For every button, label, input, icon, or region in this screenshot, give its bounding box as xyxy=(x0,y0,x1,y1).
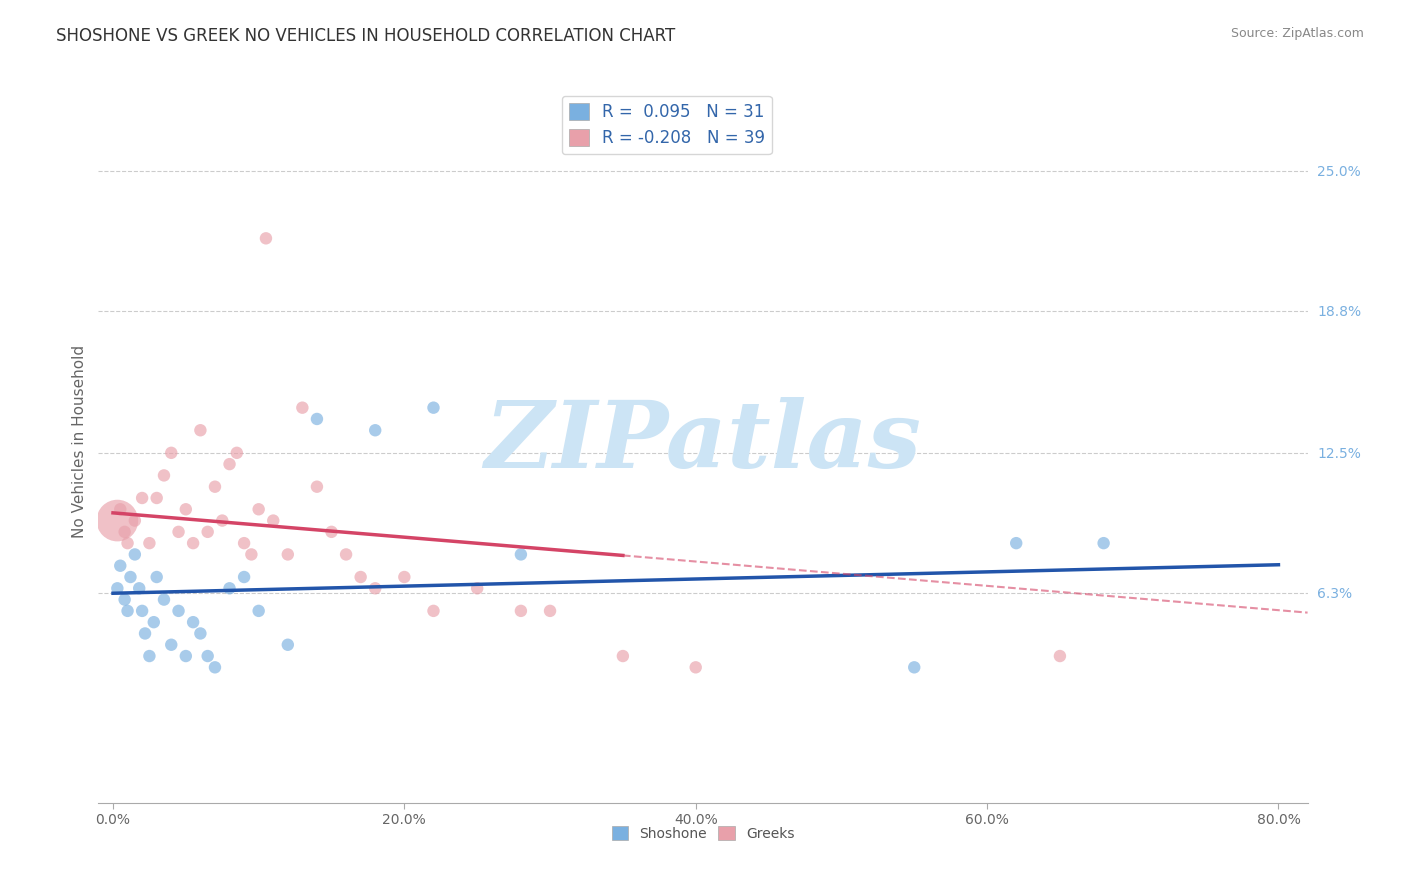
Point xyxy=(364,582,387,596)
Point xyxy=(465,582,488,596)
Point xyxy=(181,536,204,550)
Point xyxy=(321,524,343,539)
Point xyxy=(1092,536,1115,550)
Point xyxy=(131,604,153,618)
Point xyxy=(117,536,139,550)
Point xyxy=(105,582,128,596)
Legend: Shoshone, Greeks: Shoshone, Greeks xyxy=(606,821,800,847)
Point xyxy=(124,514,146,528)
Point xyxy=(197,648,219,663)
Point xyxy=(190,626,212,640)
Point xyxy=(240,548,263,562)
Point xyxy=(138,536,160,550)
Point xyxy=(291,401,314,415)
Point xyxy=(277,548,299,562)
Point xyxy=(114,592,136,607)
Point xyxy=(262,514,284,528)
Point xyxy=(128,582,150,596)
Point xyxy=(218,582,240,596)
Point xyxy=(422,401,444,415)
Point xyxy=(145,491,167,505)
Point xyxy=(153,592,176,607)
Text: Source: ZipAtlas.com: Source: ZipAtlas.com xyxy=(1230,27,1364,40)
Point xyxy=(350,570,373,584)
Point xyxy=(1049,648,1071,663)
Point xyxy=(364,423,387,437)
Point xyxy=(138,648,160,663)
Point xyxy=(422,604,444,618)
Text: SHOSHONE VS GREEK NO VEHICLES IN HOUSEHOLD CORRELATION CHART: SHOSHONE VS GREEK NO VEHICLES IN HOUSEHO… xyxy=(56,27,675,45)
Point xyxy=(167,604,190,618)
Point xyxy=(160,446,183,460)
Point xyxy=(394,570,416,584)
Point xyxy=(131,491,153,505)
Point xyxy=(110,558,132,573)
Point xyxy=(145,570,167,584)
Point xyxy=(167,524,190,539)
Point xyxy=(218,457,240,471)
Point xyxy=(204,660,226,674)
Point xyxy=(211,514,233,528)
Point xyxy=(538,604,561,618)
Point xyxy=(509,604,531,618)
Point xyxy=(509,548,531,562)
Point xyxy=(134,626,156,640)
Point xyxy=(233,570,256,584)
Point xyxy=(160,638,183,652)
Point xyxy=(197,524,219,539)
Point xyxy=(335,548,357,562)
Text: ZIPatlas: ZIPatlas xyxy=(485,397,921,486)
Point xyxy=(685,660,707,674)
Point xyxy=(1005,536,1028,550)
Point xyxy=(117,604,139,618)
Point xyxy=(204,480,226,494)
Point xyxy=(120,570,142,584)
Point xyxy=(174,648,197,663)
Point xyxy=(105,514,128,528)
Point xyxy=(305,480,328,494)
Point xyxy=(174,502,197,516)
Point xyxy=(114,524,136,539)
Point xyxy=(254,231,277,245)
Y-axis label: No Vehicles in Household: No Vehicles in Household xyxy=(72,345,87,538)
Point xyxy=(247,502,270,516)
Point xyxy=(305,412,328,426)
Point xyxy=(612,648,634,663)
Point xyxy=(190,423,212,437)
Point xyxy=(903,660,925,674)
Point xyxy=(225,446,247,460)
Point xyxy=(277,638,299,652)
Point xyxy=(153,468,176,483)
Point xyxy=(110,502,132,516)
Point xyxy=(181,615,204,630)
Point xyxy=(233,536,256,550)
Point xyxy=(124,548,146,562)
Point xyxy=(247,604,270,618)
Point xyxy=(142,615,165,630)
